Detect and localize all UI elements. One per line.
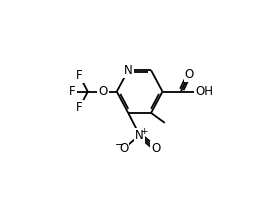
Text: F: F <box>76 69 83 82</box>
Text: F: F <box>76 101 83 114</box>
Text: +: + <box>140 127 148 136</box>
Text: O: O <box>185 68 194 81</box>
Text: F: F <box>69 85 76 98</box>
Text: −: − <box>114 140 124 150</box>
Text: N: N <box>135 129 144 142</box>
Text: O: O <box>98 85 108 98</box>
Text: O: O <box>119 142 128 155</box>
Text: N: N <box>124 64 133 77</box>
Text: OH: OH <box>195 85 213 98</box>
Text: O: O <box>151 142 160 155</box>
